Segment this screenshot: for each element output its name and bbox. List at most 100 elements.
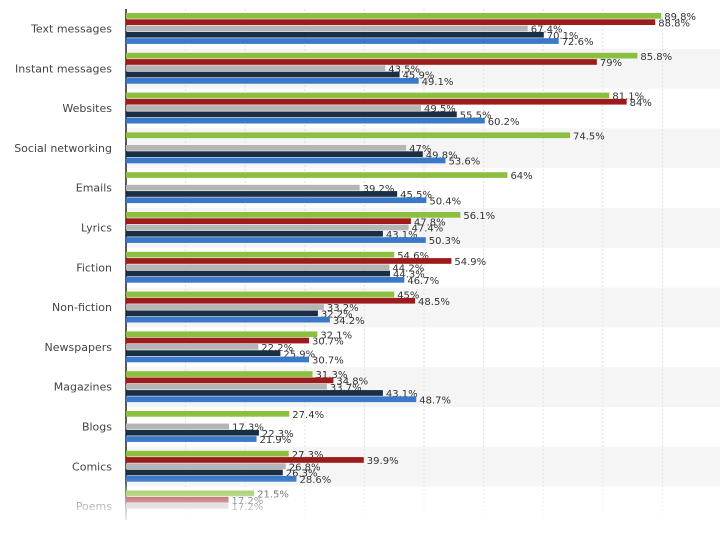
bar xyxy=(126,503,229,509)
value-label: 32.1% xyxy=(320,330,352,341)
bar xyxy=(126,383,327,390)
value-label: 47.8% xyxy=(414,217,446,228)
category-label: Blogs xyxy=(82,421,112,434)
value-label: 31.3% xyxy=(316,370,348,381)
bar xyxy=(126,132,571,139)
value-label: 30.7% xyxy=(312,337,344,348)
bar xyxy=(126,157,446,164)
value-label: 43.1% xyxy=(386,230,418,241)
bar xyxy=(126,469,283,476)
category-label: Lyrics xyxy=(81,222,112,235)
value-label: 33.2% xyxy=(327,303,359,314)
value-label: 47% xyxy=(409,144,431,155)
bar xyxy=(126,117,485,124)
value-label: 54.9% xyxy=(454,257,486,268)
value-label: 17.2% xyxy=(232,502,264,513)
bar xyxy=(126,450,289,457)
bar xyxy=(126,337,309,344)
bar xyxy=(126,423,230,430)
value-label: 72.6% xyxy=(562,37,594,48)
value-label: 33.7% xyxy=(330,383,362,394)
bar xyxy=(126,111,457,118)
value-label: 55.5% xyxy=(460,111,492,122)
value-label: 67.4% xyxy=(531,25,563,36)
category-label: Emails xyxy=(76,182,113,195)
category-label: Text messages xyxy=(30,23,112,36)
bar xyxy=(126,172,508,178)
value-label: 26.8% xyxy=(289,462,321,473)
category-label: Instant messages xyxy=(15,62,112,75)
bar xyxy=(126,390,383,396)
value-label: 21.9% xyxy=(260,435,292,446)
value-label: 89.8% xyxy=(664,12,696,23)
category-label: Poems xyxy=(76,500,112,513)
bar xyxy=(126,191,398,197)
bar xyxy=(126,92,610,99)
value-label: 50.3% xyxy=(429,236,461,247)
bar xyxy=(126,270,391,277)
bar xyxy=(126,377,334,384)
bar xyxy=(126,38,559,44)
bar xyxy=(126,429,259,436)
bar xyxy=(126,105,422,111)
category-label: Comics xyxy=(72,460,112,473)
value-label: 45% xyxy=(397,291,419,302)
value-label: 79% xyxy=(600,58,622,69)
bar xyxy=(126,476,297,482)
category-label: Newspapers xyxy=(45,341,113,354)
bar xyxy=(126,258,452,264)
bar xyxy=(126,224,409,231)
bar xyxy=(126,59,597,65)
bar xyxy=(126,145,407,151)
value-label: 54.6% xyxy=(397,251,429,262)
value-label: 49.5% xyxy=(424,104,456,115)
bar xyxy=(126,356,309,363)
bar xyxy=(126,291,395,298)
value-label: 56.1% xyxy=(463,211,495,222)
value-label: 60.2% xyxy=(488,117,520,128)
value-label: 43.1% xyxy=(386,389,418,400)
bar xyxy=(126,331,318,338)
value-label: 32.2% xyxy=(321,310,353,321)
value-label: 17.3% xyxy=(232,423,264,434)
value-label: 50.4% xyxy=(429,196,461,207)
bar xyxy=(126,457,364,463)
value-label: 27.3% xyxy=(292,450,324,461)
bar xyxy=(126,350,281,356)
bar xyxy=(126,304,324,310)
category-label: Websites xyxy=(62,102,112,115)
value-label: 45.5% xyxy=(400,190,432,201)
value-label: 22.2% xyxy=(261,343,293,354)
value-label: 43.5% xyxy=(388,64,420,75)
value-label: 26.3% xyxy=(286,469,318,480)
bar xyxy=(126,184,360,191)
value-label: 34.8% xyxy=(336,377,368,388)
bar xyxy=(126,212,461,218)
value-label: 39.9% xyxy=(367,456,399,467)
category-label: Fiction xyxy=(76,261,112,274)
bar xyxy=(126,31,544,38)
bar xyxy=(126,310,318,317)
bar xyxy=(126,297,416,304)
value-label: 44.3% xyxy=(393,270,425,281)
value-label: 84% xyxy=(630,98,652,109)
bar xyxy=(126,463,286,470)
bar xyxy=(126,396,417,403)
value-label: 64% xyxy=(510,171,532,182)
bar xyxy=(126,371,313,377)
bar xyxy=(126,496,229,503)
bar xyxy=(126,25,528,32)
value-label: 49.8% xyxy=(426,150,458,161)
category-label: Social networking xyxy=(14,142,112,155)
value-label: 88.8% xyxy=(658,18,690,29)
bar xyxy=(126,411,290,417)
bar xyxy=(126,151,423,157)
value-label: 47.4% xyxy=(412,224,444,235)
bar xyxy=(126,237,426,243)
value-label: 70.1% xyxy=(547,31,579,42)
value-label: 34.2% xyxy=(333,316,365,327)
bar xyxy=(126,78,419,84)
bar xyxy=(126,218,411,224)
value-label: 53.6% xyxy=(448,157,480,168)
